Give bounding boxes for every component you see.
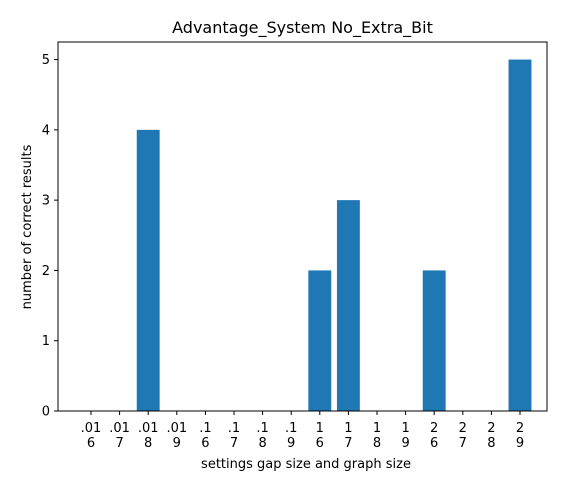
bar [136,129,160,412]
bar [508,59,532,411]
x-axis-label: settings gap size and graph size [201,457,411,472]
bar [336,200,360,411]
x-tick-label: .1 [285,421,297,436]
x-tick-label: 2 [430,421,438,436]
bar [422,270,446,411]
y-tick-label: 3 [42,194,50,209]
x-tick-label: 2 [487,421,495,436]
x-tick-label: 6 [87,436,95,451]
bars-group [136,59,532,412]
x-tick-label: 9 [287,436,295,451]
x-tick-label: .1 [228,421,240,436]
x-tick-label: 1 [373,421,381,436]
x-tick-label: 9 [516,436,524,451]
y-tick-label: 2 [42,264,50,279]
x-tick-label: .1 [256,421,268,436]
plot-frame [57,41,548,412]
x-tick-label: 7 [230,436,238,451]
x-axis-ticks: .016.017.018.019.16.17.18.19161718192627… [81,411,524,451]
x-tick-label: 8 [373,436,381,451]
x-tick-label: 2 [459,421,467,436]
x-tick-label: 1 [401,421,409,436]
y-tick-label: 4 [42,123,50,138]
x-tick-label: 1 [316,421,324,436]
y-tick-label: 1 [42,334,50,349]
x-tick-label: .1 [199,421,211,436]
x-tick-label: 6 [201,436,209,451]
x-tick-label: 6 [430,436,438,451]
y-tick-label: 0 [42,405,50,420]
x-tick-label: 7 [459,436,467,451]
x-tick-label: 6 [316,436,324,451]
x-tick-label: 1 [344,421,352,436]
bar [308,270,332,411]
x-tick-label: .01 [166,421,187,436]
x-tick-label: .01 [138,421,159,436]
x-tick-label: 2 [516,421,524,436]
x-tick-label: 8 [144,436,152,451]
x-tick-label: 7 [344,436,352,451]
x-tick-label: 9 [401,436,409,451]
y-axis-label: number of correct results [20,144,35,309]
x-tick-label: 8 [258,436,266,451]
y-tick-label: 5 [42,53,50,68]
x-tick-label: .01 [109,421,130,436]
x-tick-label: 7 [115,436,123,451]
x-tick-label: 9 [173,436,181,451]
y-axis-ticks: 0 1 2 3 4 5 [42,53,58,420]
chart-title: Advantage_System No_Extra_Bit [172,18,433,38]
x-tick-label: .01 [81,421,102,436]
x-tick-label: 8 [487,436,495,451]
